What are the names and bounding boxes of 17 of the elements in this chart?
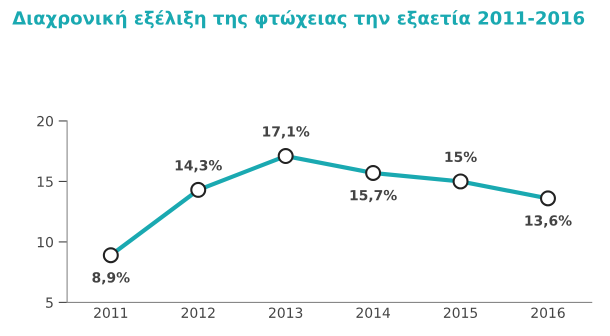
x-tick-label: 2015	[444, 308, 478, 318]
data-label: 17,1%	[263, 126, 310, 138]
y-tick-label: 15	[38, 176, 53, 187]
x-tick-label: 2012	[182, 308, 215, 318]
y-tick-label: 10	[38, 236, 53, 248]
data-label: 8,9%	[92, 272, 130, 284]
chart-title: Διαχρονική εξέλιξη της φτώχειας την εξαετία 2011-2016	[12, 10, 584, 28]
x-tick-label: 2014	[356, 308, 390, 318]
data-label: 15,7%	[350, 190, 397, 202]
data-label: 13,6%	[525, 215, 572, 228]
x-tick-label: 2016	[531, 308, 565, 318]
y-tick-label: 5	[46, 298, 53, 308]
data-label: 15%	[445, 152, 477, 162]
x-tick-label: 2013	[269, 308, 302, 318]
y-tick-label: 20	[37, 116, 53, 126]
data-label: 14,3%	[176, 160, 222, 172]
x-tick-label: 2011	[94, 308, 128, 318]
